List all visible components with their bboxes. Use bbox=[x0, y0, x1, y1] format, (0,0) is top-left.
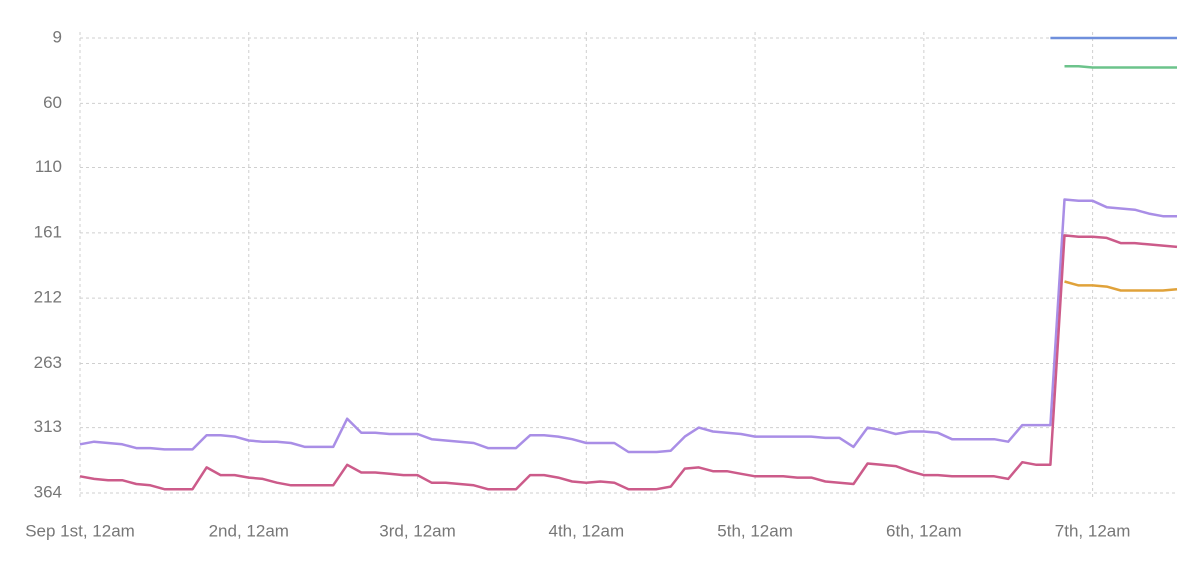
y-tick-label: 364 bbox=[34, 482, 62, 501]
y-tick-label: 263 bbox=[34, 353, 62, 372]
x-tick-label: 2nd, 12am bbox=[209, 521, 289, 540]
x-tick-label: 3rd, 12am bbox=[379, 521, 456, 540]
y-tick-label: 110 bbox=[35, 157, 62, 176]
series-line bbox=[79, 198, 1177, 454]
series-line bbox=[79, 234, 1178, 491]
y-tick-label: 161 bbox=[34, 222, 62, 241]
y-tick-label: 60 bbox=[43, 93, 62, 112]
x-tick-label: 7th, 12am bbox=[1055, 521, 1131, 540]
x-tick-label: 5th, 12am bbox=[717, 521, 793, 540]
series-line bbox=[1064, 64, 1177, 69]
x-tick-label: 4th, 12am bbox=[549, 521, 625, 540]
y-tick-label: 212 bbox=[34, 288, 62, 307]
x-tick-label: 6th, 12am bbox=[886, 521, 962, 540]
y-tick-label: 313 bbox=[34, 417, 62, 436]
y-tick-label: 9 bbox=[53, 27, 62, 46]
x-tick-label: Sep 1st, 12am bbox=[25, 521, 135, 540]
series-line bbox=[1064, 280, 1178, 292]
